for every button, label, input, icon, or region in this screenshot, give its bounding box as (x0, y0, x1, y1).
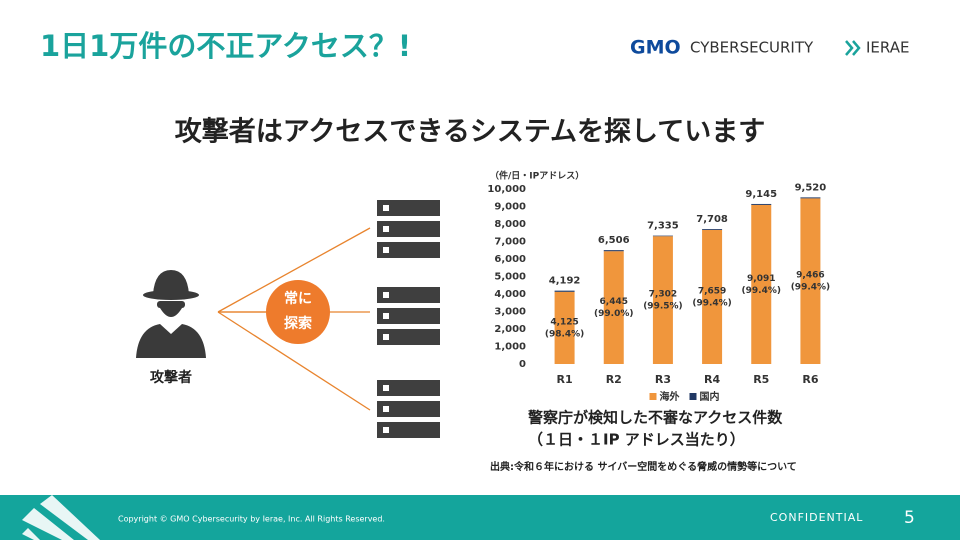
x-tick-label: R1 (557, 373, 573, 386)
connector (217, 227, 371, 313)
server-unit (377, 200, 440, 216)
bar (751, 203, 772, 205)
logo: CYBERSECURITY (690, 39, 814, 57)
server-unit (377, 329, 440, 345)
footer-band (0, 495, 960, 540)
caption: 警察庁が検知した不審なアクセス件数 (527, 409, 783, 427)
bar (554, 291, 575, 364)
attacker-label: 攻撃者 (150, 369, 192, 386)
server-light (383, 205, 389, 211)
source: 出典:令和６年における サイバー空間をめぐる脅威の情勢等について (490, 460, 797, 473)
share-label: (98.4%) (545, 329, 584, 339)
action-label: 探索 (284, 315, 312, 332)
x-tick-label: R3 (655, 373, 671, 386)
logo: GMO (630, 37, 681, 59)
bar (603, 251, 624, 364)
subtitle: 攻撃者はアクセスできるシステムを探しています (175, 117, 766, 148)
bar (800, 197, 821, 199)
y-tick-label: 2,000 (494, 324, 526, 335)
share-label: (99.4%) (791, 283, 830, 293)
slide-title: 1日1万件の不正アクセス？! (40, 29, 411, 63)
copyright: Copyright © GMO Cybersecurity by Ierae, … (118, 515, 385, 524)
server-unit (377, 308, 440, 324)
server-light (383, 226, 389, 232)
total-label: 4,192 (549, 276, 581, 287)
caption: （１日・１IP アドレス当たり） (528, 431, 745, 449)
y-tick-label: 1,000 (494, 342, 526, 353)
x-tick-label: R6 (802, 373, 818, 386)
x-tick-label: R2 (606, 373, 622, 386)
share-label: (99.4%) (692, 298, 731, 308)
bar (603, 250, 624, 252)
server-light (383, 247, 389, 253)
x-tick-label: R5 (753, 373, 769, 386)
server-light (383, 406, 389, 412)
action-label: 常に (284, 290, 312, 307)
bar (751, 204, 772, 364)
footer-stripes (22, 495, 100, 540)
server-light (383, 334, 389, 340)
bar (652, 235, 673, 237)
server-unit (377, 380, 440, 396)
server-light (383, 313, 389, 319)
x-tick-label: R4 (704, 373, 720, 386)
server-unit (377, 221, 440, 237)
y-tick-label: 3,000 (494, 307, 526, 318)
attacker-icon (136, 270, 206, 358)
action-circle (266, 280, 330, 344)
chart: （件/日・IPアドレス） 0 1,000 2,000 3,000 4,000 5,000 6… (487, 170, 830, 404)
server-light (383, 385, 389, 391)
server-unit (377, 401, 440, 417)
connector (217, 311, 371, 411)
value-label: 9,091 (747, 274, 775, 284)
y-tick-label: 5,000 (494, 272, 526, 283)
y-tick-label: 7,000 (494, 237, 526, 248)
y-tick-label: 6,000 (494, 254, 526, 265)
y-tick-label: 9,000 (494, 202, 526, 213)
server-unit (377, 422, 440, 438)
y-tick-label: 4,000 (494, 289, 526, 300)
bar (702, 229, 723, 230)
share-label: (99.4%) (742, 286, 781, 296)
value-label: 7,659 (698, 286, 726, 296)
share-label: (99.0%) (594, 309, 633, 319)
unit-label: （件/日・IPアドレス） (490, 170, 584, 182)
total-label: 7,708 (696, 214, 728, 225)
y-tick-label: 0 (519, 359, 526, 370)
value-label: 4,125 (550, 317, 578, 327)
legend-swatch (689, 393, 697, 400)
legend-swatch (649, 393, 657, 400)
value-label: 6,445 (600, 297, 628, 307)
y-tick-label: 8,000 (494, 219, 526, 230)
server-unit (377, 242, 440, 258)
bar (702, 229, 723, 364)
legend-label: 海外 (660, 390, 680, 403)
value-label: 9,466 (796, 271, 824, 281)
logo: IERAE (866, 39, 909, 57)
total-label: 6,506 (598, 235, 630, 246)
total-label: 9,145 (745, 189, 777, 200)
server-unit (377, 287, 440, 303)
bar (800, 198, 821, 364)
value-label: 7,302 (649, 290, 677, 300)
servers (377, 200, 440, 438)
bar (554, 290, 575, 292)
server-light (383, 427, 389, 433)
total-label: 7,335 (647, 221, 679, 232)
legend-label: 国内 (700, 390, 720, 403)
server-light (383, 292, 389, 298)
total-label: 9,520 (795, 182, 827, 193)
logo-mark (845, 40, 861, 56)
share-label: (99.5%) (643, 302, 682, 312)
bar (652, 236, 673, 364)
y-tick-label: 10,000 (487, 184, 526, 195)
page-number: 5 (904, 508, 915, 528)
confidential: CONFIDENTIAL (770, 511, 863, 524)
